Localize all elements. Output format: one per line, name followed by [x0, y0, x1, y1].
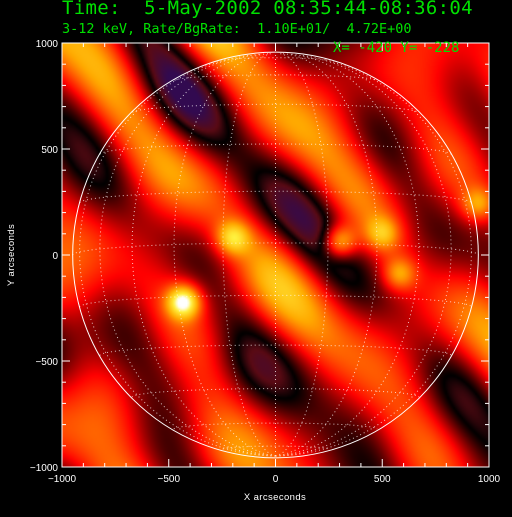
y-axis-label: Y arcseconds	[6, 224, 17, 286]
x-tick-labels: −1000 −500 0 500 1000	[48, 474, 501, 485]
y-tick-label: 1000	[36, 39, 59, 50]
x-tick-label: −1000	[48, 474, 77, 485]
x-tick-label: 0	[273, 474, 279, 485]
x-tick-label: 1000	[478, 474, 501, 485]
cursor-coordinate-readout: X= -420 Y= -228	[333, 40, 459, 56]
y-tick-label: 500	[41, 145, 58, 156]
energy-rate-subtitle: 3-12 keV, Rate/BgRate: 1.10E+01/ 4.72E+0…	[62, 21, 412, 37]
x-tick-label: −500	[157, 474, 180, 485]
time-range-title: Time: 5-May-2002 08:35:44-08:36:04	[62, 0, 473, 19]
x-tick-label: 500	[374, 474, 391, 485]
y-tick-labels: −1000 −500 0 500 1000	[30, 39, 59, 474]
x-axis-label: X arcseconds	[244, 492, 306, 503]
y-tick-label: −1000	[30, 463, 59, 474]
y-tick-label: 0	[52, 251, 58, 262]
y-tick-label: −500	[35, 357, 58, 368]
